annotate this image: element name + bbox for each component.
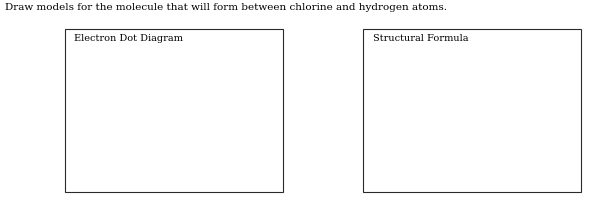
Bar	[65, 29, 283, 192]
Text: Electron Dot Diagram: Electron Dot Diagram	[74, 34, 183, 43]
Bar	[363, 29, 581, 192]
Text: Structural Formula: Structural Formula	[373, 34, 468, 43]
Text: Draw models for the molecule that will form between chlorine and hydrogen atoms.: Draw models for the molecule that will f…	[5, 3, 447, 12]
